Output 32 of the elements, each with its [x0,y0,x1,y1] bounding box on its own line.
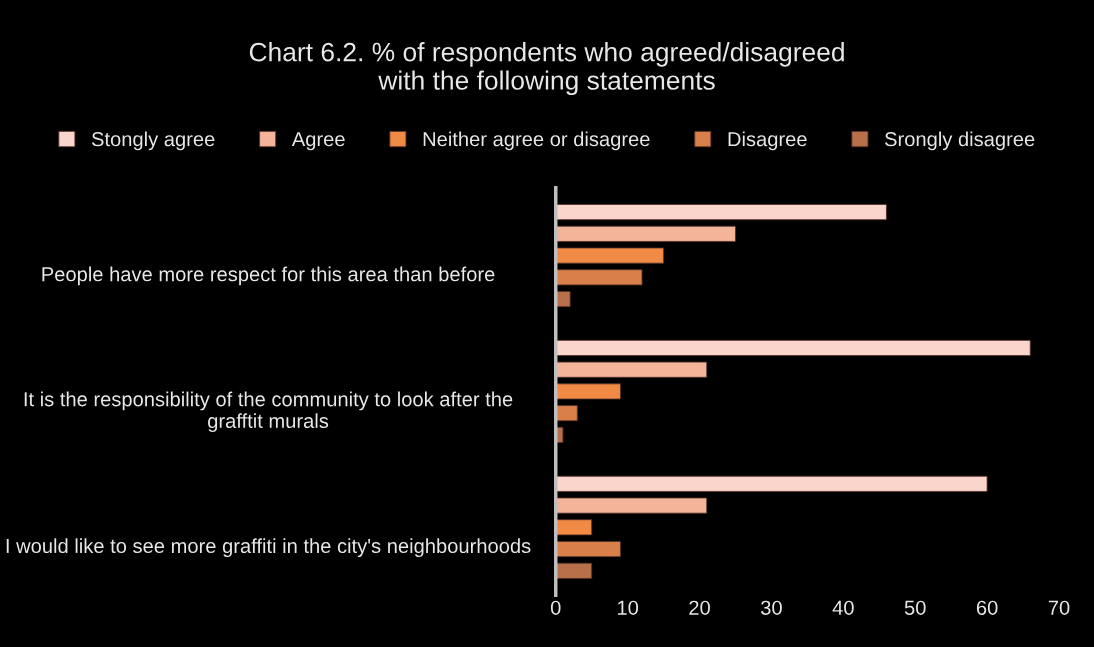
x-tick-label: 30 [760,600,782,615]
bar [555,339,1031,356]
x-tick-label: 40 [832,600,854,615]
bar [555,562,593,579]
bar [555,225,736,242]
y-tick-label: I would like to see more graffiti in the city's neighbourhoods [6,538,531,558]
bar [555,383,621,400]
bar [555,204,887,221]
bar [555,475,988,492]
bar [555,361,708,378]
legend-label: Stongly agree [91,131,215,151]
bar [555,269,643,286]
bar [555,247,665,264]
bar [555,541,621,558]
x-tick-label: 20 [689,600,710,615]
bar [555,426,564,443]
x-tick-label: 60 [976,600,998,615]
chart-title: Chart 6.2. % of respondents who agreed/disagreed with the following statements [249,42,844,96]
x-tick-label: 50 [904,600,926,615]
y-tick-label: It is the responsibility of the community to look after the grafftit murals [24,391,513,433]
legend-label: Srongly disagree [885,131,1035,151]
legend-label: Disagree [728,131,807,151]
x-tick-label: 10 [617,600,639,615]
bar [555,291,571,308]
x-tick-label: 70 [1048,600,1070,615]
y-tick-label: People have more respect for this area than before [42,266,495,286]
x-tick-label: 0 [550,600,561,615]
legend-label: Agree [291,132,345,151]
bar [555,519,593,536]
legend-label: Neither agree or disagree [423,131,650,151]
bar [555,497,708,514]
bar [555,405,578,422]
